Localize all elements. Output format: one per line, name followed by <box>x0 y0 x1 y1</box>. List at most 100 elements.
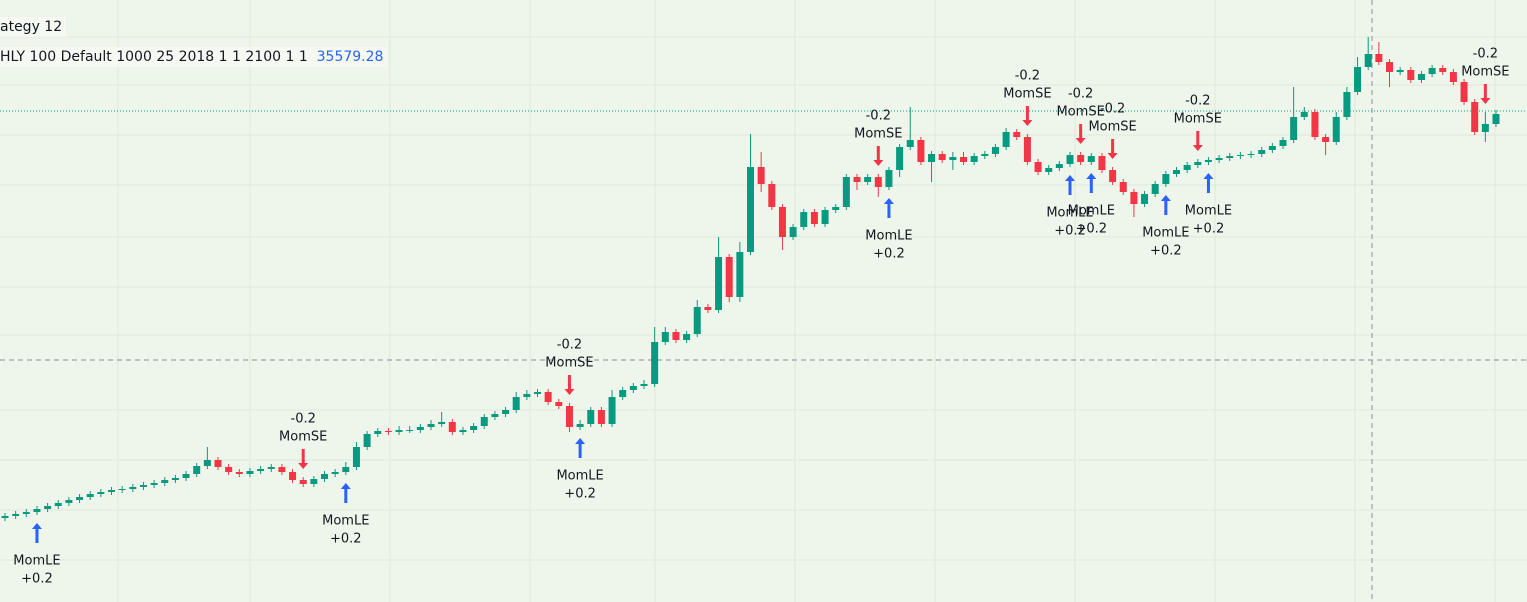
candle-body <box>257 469 265 471</box>
candle-body <box>619 390 627 397</box>
candle-body <box>352 447 360 467</box>
title: ategy 12 <box>0 17 67 37</box>
candle-body <box>736 252 744 297</box>
candle-body <box>1162 174 1170 184</box>
candle-body <box>1322 137 1330 142</box>
candle-body <box>864 177 872 182</box>
candle-body <box>1236 155 1244 156</box>
candle-body <box>1279 140 1287 146</box>
candle-body <box>129 487 137 489</box>
candle-body <box>821 210 829 224</box>
candle-body <box>778 207 786 237</box>
candle-body <box>928 154 936 162</box>
candle-body <box>438 422 446 424</box>
candle-body <box>299 480 307 484</box>
candle-body <box>576 424 584 427</box>
candle-body <box>1375 54 1383 62</box>
candle-body <box>406 430 414 431</box>
candle-body <box>672 332 680 340</box>
candle-body <box>896 147 904 170</box>
candle-body <box>267 467 275 469</box>
candle-body <box>1247 154 1255 155</box>
candle-body <box>384 431 392 432</box>
candle-body <box>544 392 552 402</box>
candle-body <box>374 431 382 434</box>
signal-qty: -0.2 <box>1185 94 1210 109</box>
candle-body <box>1290 117 1298 140</box>
candle-body <box>86 494 94 497</box>
signal-qty: +0.2 <box>1076 222 1108 237</box>
candle-body <box>1098 156 1106 170</box>
candle-body <box>161 480 169 483</box>
candle-body <box>1077 155 1085 162</box>
candle-body <box>587 410 595 424</box>
signal-qty: +0.2 <box>564 487 596 502</box>
candle-body <box>565 406 573 427</box>
candle-body <box>246 471 254 474</box>
legend-row: HLY 100 Default 1000 25 2018 1 1 2100 1 … <box>0 47 388 67</box>
signal-label: MomLE <box>1185 204 1232 219</box>
candle-body <box>960 157 967 162</box>
candle-body <box>1002 132 1010 147</box>
candle-body <box>1492 114 1500 124</box>
signal-qty: -0.2 <box>1068 87 1093 102</box>
signal-qty: +0.2 <box>21 572 53 587</box>
candle-body <box>310 479 318 484</box>
candle-body <box>523 394 531 397</box>
signal-label: MomSE <box>1461 65 1509 80</box>
signal-label: MomSE <box>1003 87 1051 102</box>
signal-label: MomSE <box>545 356 593 371</box>
candle-body <box>278 467 286 472</box>
signal-label: MomLE <box>556 469 603 484</box>
candle-body <box>991 147 999 154</box>
candle-body <box>321 474 328 479</box>
signal-label: MomLE <box>1068 204 1115 219</box>
signal-qty: -0.2 <box>1100 102 1125 117</box>
candle-body <box>1300 112 1308 117</box>
short-arrow <box>1107 139 1118 159</box>
candle-body <box>118 489 126 490</box>
signal-label: MomLE <box>1142 226 1189 241</box>
candle-body <box>1226 156 1234 158</box>
signal-label: MomSE <box>854 127 902 142</box>
candle-body <box>1268 146 1276 150</box>
candle-body <box>459 430 467 432</box>
candle-body <box>640 384 648 386</box>
candle-body <box>1151 184 1159 194</box>
candle-body <box>683 334 691 340</box>
candle-body <box>108 490 115 492</box>
candle-body <box>76 497 84 500</box>
candle-body <box>555 402 563 406</box>
candle-body <box>661 332 669 342</box>
candle-body <box>1215 158 1223 160</box>
signal-qty: +0.2 <box>1193 222 1225 237</box>
signal-label: MomSE <box>1056 105 1104 120</box>
candle-body <box>768 184 776 207</box>
short-arrow <box>1192 131 1203 151</box>
candle-body <box>33 509 41 512</box>
signal-label: MomLE <box>1046 206 1093 221</box>
candle-body <box>885 170 893 187</box>
candle-body <box>1183 165 1191 170</box>
candle-body <box>395 430 403 432</box>
signal-qty: +0.2 <box>1054 224 1086 239</box>
candle-body <box>725 257 733 297</box>
candle-body <box>1109 170 1117 182</box>
long-arrow <box>1160 195 1171 215</box>
candle-body <box>970 156 978 162</box>
candle-body <box>534 392 541 394</box>
candle-body <box>1055 164 1063 168</box>
last-value: 35579.28 <box>316 49 384 65</box>
candle-body <box>193 466 201 474</box>
candle-body <box>874 177 882 187</box>
candle-body <box>12 514 20 516</box>
candle-body <box>1460 82 1468 102</box>
candle-body <box>629 386 637 390</box>
short-arrow <box>1480 84 1491 104</box>
candle-body <box>1119 182 1127 192</box>
candle-body <box>225 467 233 472</box>
candle-body <box>1258 150 1266 154</box>
signal-qty: -0.2 <box>866 109 891 124</box>
long-arrow <box>1065 175 1075 195</box>
